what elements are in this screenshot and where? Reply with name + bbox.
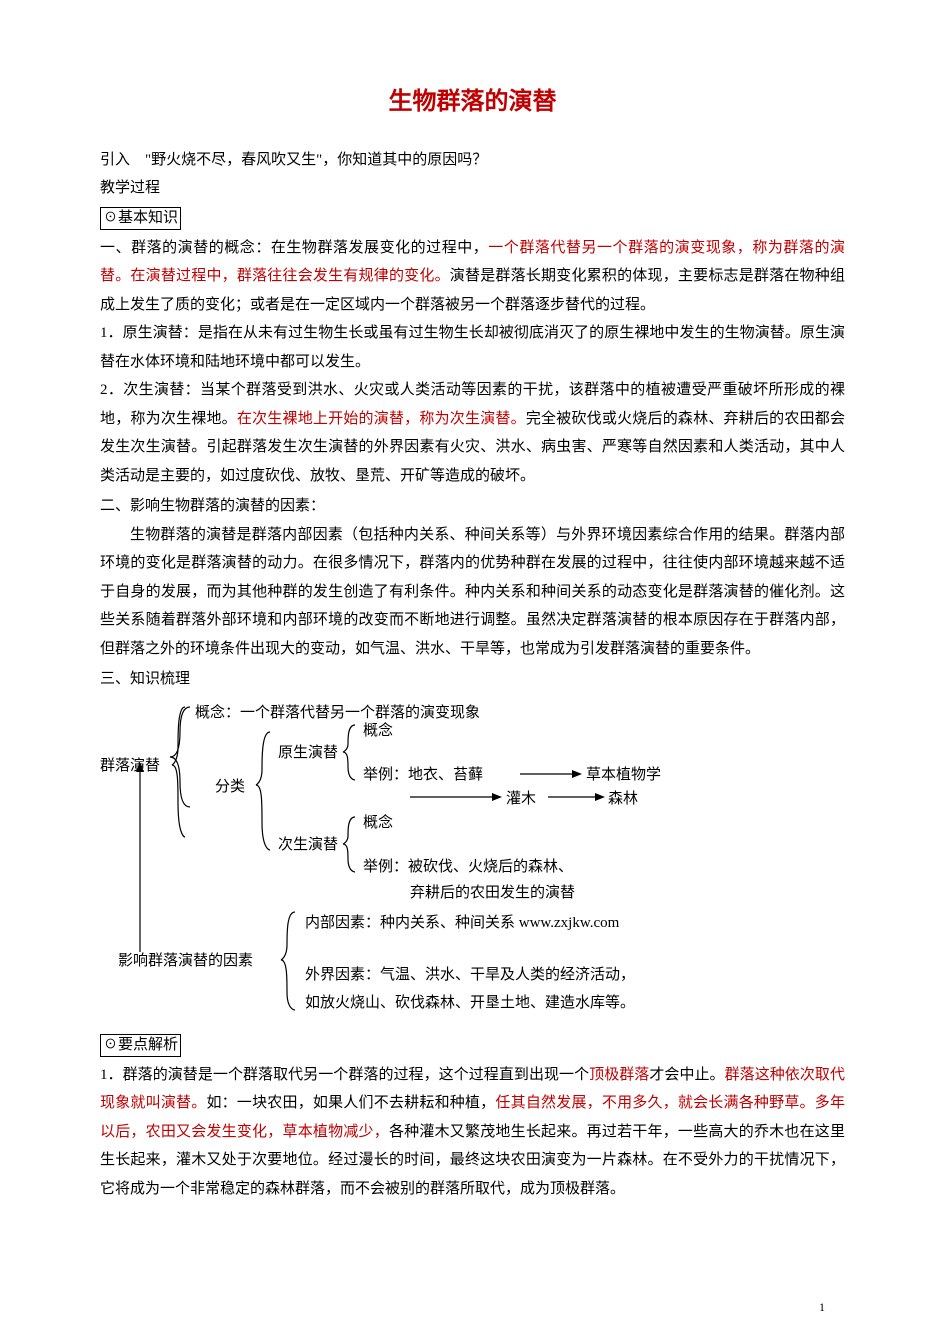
kp-p1c: 才会中止。 — [649, 1067, 724, 1083]
s1-p1a: 一、群落的演替的概念：在生物群落发展变化的过程中， — [100, 240, 488, 256]
diag-secondary-concept: 概念 — [363, 812, 393, 835]
diag-external-l2: 如放火烧山、砍伐森林、开垦土地、建造水库等。 — [305, 992, 635, 1015]
section2-head: 二、影响生物群落的演替的因素： — [100, 492, 845, 521]
page-number: 1 — [819, 1296, 825, 1319]
diag-secondary-ex-l2: 弃耕后的农田发生的演替 — [410, 882, 575, 905]
diag-root: 群落演替 — [100, 755, 160, 778]
diag-secondary: 次生演替 — [278, 834, 338, 857]
section2-p1: 生物群落的演替是群落内部因素（包括种内关系、种间关系等）与外界环境因素综合作用的… — [100, 521, 845, 664]
diag-arrow2: 灌木 — [506, 788, 536, 811]
process-label: 教学过程 — [100, 174, 845, 203]
diag-factors-root: 影响群落演替的因素 — [118, 950, 253, 973]
section1-p3: 2．次生演替：当某个群落受到洪水、火灾或人类活动等因素的干扰，该群落中的植被遭受… — [100, 376, 845, 490]
diag-primary: 原生演替 — [278, 742, 338, 765]
diag-secondary-ex-l1: 举例：被砍伐、火烧后的森林、 — [363, 856, 573, 879]
section1-p2: 1．原生演替：是指在从未有过生物生长或虽有过生物生长却被彻底消灭了的原生裸地中发… — [100, 319, 845, 376]
diag-primary-example: 举例：地衣、苔藓 — [363, 764, 483, 787]
section1-p1: 一、群落的演替的概念：在生物群落发展变化的过程中，一个群落代替另一个群落的演变现… — [100, 234, 845, 320]
keypoint-box: ☉要点解析 — [100, 1034, 181, 1057]
page-title: 生物群落的演替 — [100, 80, 845, 126]
s1-p3b: 在次生裸地上开始的演替，称为次生演替。 — [237, 411, 526, 427]
diag-primary-concept: 概念 — [363, 720, 393, 743]
diag-external-l1: 外界因素：气温、洪水、干旱及人类的经济活动， — [305, 964, 635, 987]
keypoint-p1: 1．群落的演替是一个群落取代另一个群落的过程，这个过程直到出现一个顶极群落才会中… — [100, 1061, 845, 1204]
section3-head: 三、知识梳理 — [100, 665, 845, 694]
intro-label: 引入 — [100, 152, 130, 168]
diag-arrow3: 森林 — [608, 788, 638, 811]
intro-line: 引入 "野火烧不尽，春风吹又生"，你知道其中的原因吗？ — [100, 146, 845, 175]
diag-arrow1: 草本植物学 — [586, 764, 661, 787]
kp-p1a: 1．群落的演替是一个群落取代另一个群落的过程，这个过程直到出现一个 — [100, 1067, 589, 1083]
intro-text: "野火烧不尽，春风吹又生"，你知道其中的原因吗？ — [145, 152, 487, 168]
knowledge-diagram: 群落演替 概念：一个群落代替另一个群落的演变现象 分类 原生演替 概念 举例：地… — [100, 702, 845, 1022]
basic-knowledge-box: ☉基本知识 — [100, 207, 181, 230]
diag-classify: 分类 — [215, 776, 245, 799]
diag-internal: 内部因素：种内关系、种间关系 www.zxjkw.com — [305, 912, 619, 935]
diag-concept: 概念：一个群落代替另一个群落的演变现象 — [195, 702, 480, 725]
kp-p1b: 顶极群落 — [589, 1067, 649, 1083]
kp-p1e: 如：一块农田，如果人们不去耕耘和种植， — [206, 1095, 495, 1111]
